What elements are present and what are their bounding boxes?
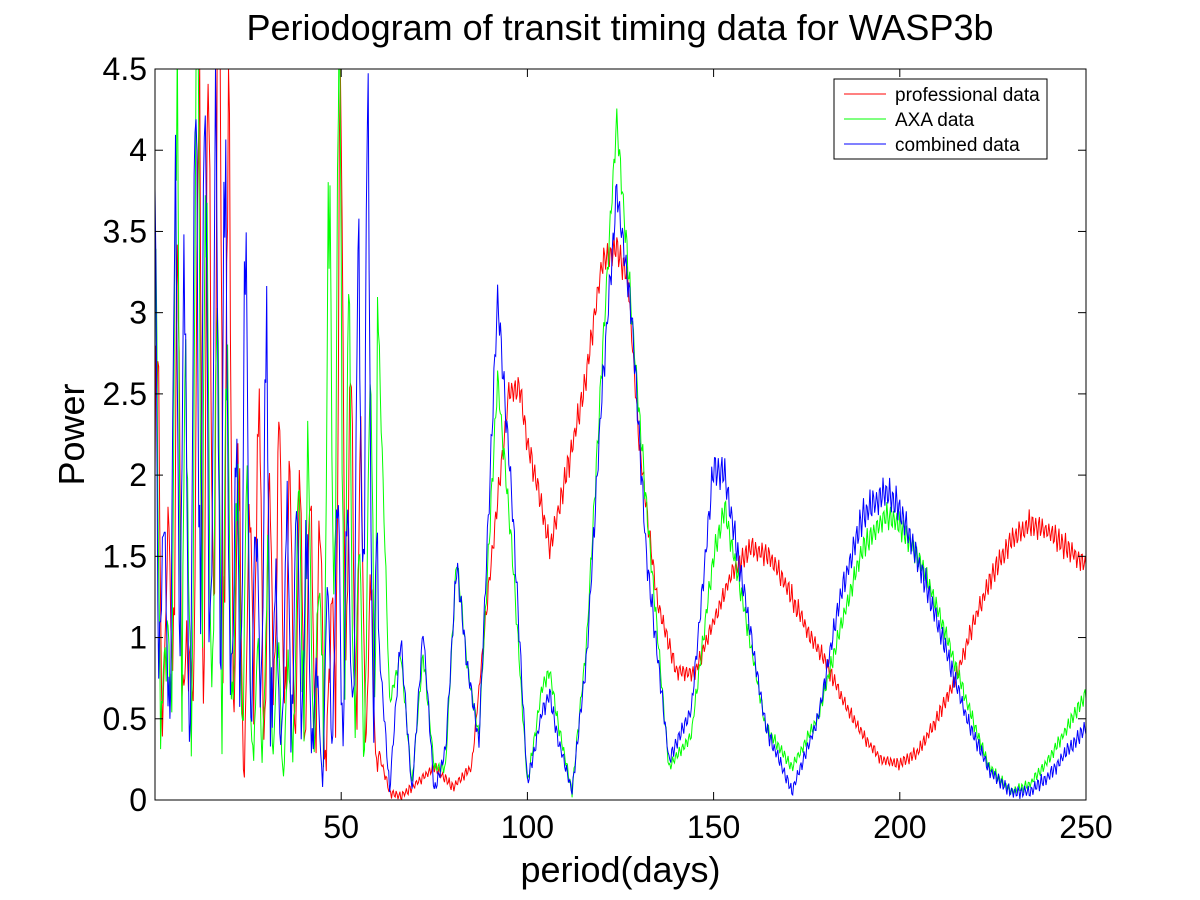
axes-frame	[154, 68, 1087, 801]
y-axis-title: Power	[51, 383, 92, 485]
legend-label: AXA data	[895, 110, 975, 131]
y-tick-label: 4.5	[103, 51, 147, 87]
legend-label: combined data	[895, 135, 1020, 156]
y-tick-label: 3	[129, 295, 147, 331]
x-tick-label: 150	[687, 809, 740, 845]
y-tick-label: 2	[129, 457, 147, 493]
y-tick-label: 3.5	[103, 213, 147, 249]
axis-ticks: 50 100 150 200 250 0 0.5 1 1.5 2 2.5 3 3.5 4 4.5	[103, 51, 1113, 845]
x-tick-label: 50	[323, 809, 359, 845]
chart-title: Periodogram of transit timing data for W…	[247, 7, 994, 48]
series-line-1	[155, 69, 1086, 800]
x-axis-title: period(days)	[520, 849, 720, 890]
y-tick-label: 0	[129, 782, 147, 818]
y-tick-label: 1.5	[103, 538, 147, 574]
plot-area	[155, 69, 1086, 800]
y-tick-label: 4	[129, 132, 147, 168]
series-line-2	[155, 69, 1086, 798]
y-tick-label: 2.5	[103, 376, 147, 412]
x-tick-label: 250	[1059, 809, 1112, 845]
y-tick-label: 1	[129, 620, 147, 656]
y-tick-label: 0.5	[103, 701, 147, 737]
x-tick-label: 200	[873, 809, 926, 845]
legend-label: professional data	[895, 85, 1040, 106]
series-line-3	[155, 69, 1086, 799]
x-tick-label: 100	[501, 809, 554, 845]
legend: professional data AXA data combined data	[833, 78, 1048, 160]
